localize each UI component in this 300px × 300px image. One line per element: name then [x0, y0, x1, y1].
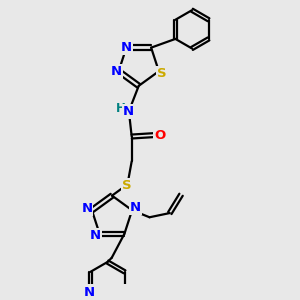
Text: N: N [121, 41, 132, 54]
Text: N: N [123, 105, 134, 118]
Text: N: N [83, 286, 94, 298]
Text: O: O [154, 129, 166, 142]
Text: H: H [116, 102, 125, 115]
Text: N: N [90, 229, 101, 242]
Text: N: N [130, 201, 141, 214]
Text: S: S [122, 179, 132, 192]
Text: N: N [111, 65, 122, 78]
Text: N: N [81, 202, 92, 215]
Text: S: S [157, 67, 166, 80]
